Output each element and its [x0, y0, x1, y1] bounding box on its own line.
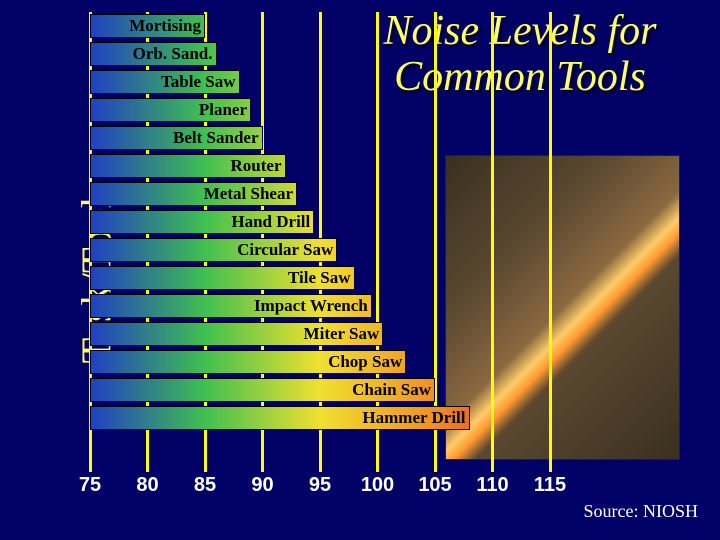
noise-bar-chart: Mortising Orb. Sand. Table Saw Planer Belt S… [90, 12, 560, 492]
bar-label: Tile Saw [90, 266, 351, 290]
bar-label: Table Saw [90, 70, 236, 94]
x-axis-ticks: 7580859095100105110115 [90, 474, 550, 502]
x-tick-label: 100 [361, 474, 394, 497]
x-tick-label: 85 [194, 474, 216, 497]
bar-label: Router [90, 154, 282, 178]
bar-label: Impact Wrench [90, 294, 368, 318]
x-tick-label: 80 [136, 474, 158, 497]
source-citation: Source: NIOSH [584, 501, 699, 522]
bar-row: Planer [90, 96, 550, 124]
bar-label: Miter Saw [90, 322, 379, 346]
bar-row: Mortising [90, 12, 550, 40]
bar-label: Hammer Drill [90, 406, 466, 430]
bar-label: Chain Saw [90, 378, 431, 402]
bar-label: Chop Saw [90, 350, 402, 374]
bar-row: Impact Wrench [90, 292, 550, 320]
bar-row: Metal Shear [90, 180, 550, 208]
bar-row: Belt Sander [90, 124, 550, 152]
x-tick-label: 95 [309, 474, 331, 497]
x-tick-label: 115 [534, 474, 566, 497]
bar-label: Mortising [90, 14, 201, 38]
bar-label: Circular Saw [90, 238, 333, 262]
bar-row: Chain Saw [90, 376, 550, 404]
bar-label: Belt Sander [90, 126, 259, 150]
x-tick-label: 75 [79, 474, 101, 497]
bar-label: Hand Drill [90, 210, 310, 234]
x-tick-label: 110 [476, 474, 508, 497]
bar-row: Tile Saw [90, 264, 550, 292]
bar-row: Table Saw [90, 68, 550, 96]
plot-area: Mortising Orb. Sand. Table Saw Planer Belt S… [90, 12, 550, 472]
bar-label: Orb. Sand. [90, 42, 213, 66]
bar-row: Miter Saw [90, 320, 550, 348]
x-tick-label: 90 [251, 474, 273, 497]
bar-row: Circular Saw [90, 236, 550, 264]
bar-row: Hammer Drill [90, 404, 550, 432]
bar-row: Router [90, 152, 550, 180]
bar-row: Hand Drill [90, 208, 550, 236]
bar-row: Chop Saw [90, 348, 550, 376]
bar-label: Metal Shear [90, 182, 293, 206]
x-tick-label: 105 [418, 474, 451, 497]
bar-row: Orb. Sand. [90, 40, 550, 68]
bar-label: Planer [90, 98, 247, 122]
